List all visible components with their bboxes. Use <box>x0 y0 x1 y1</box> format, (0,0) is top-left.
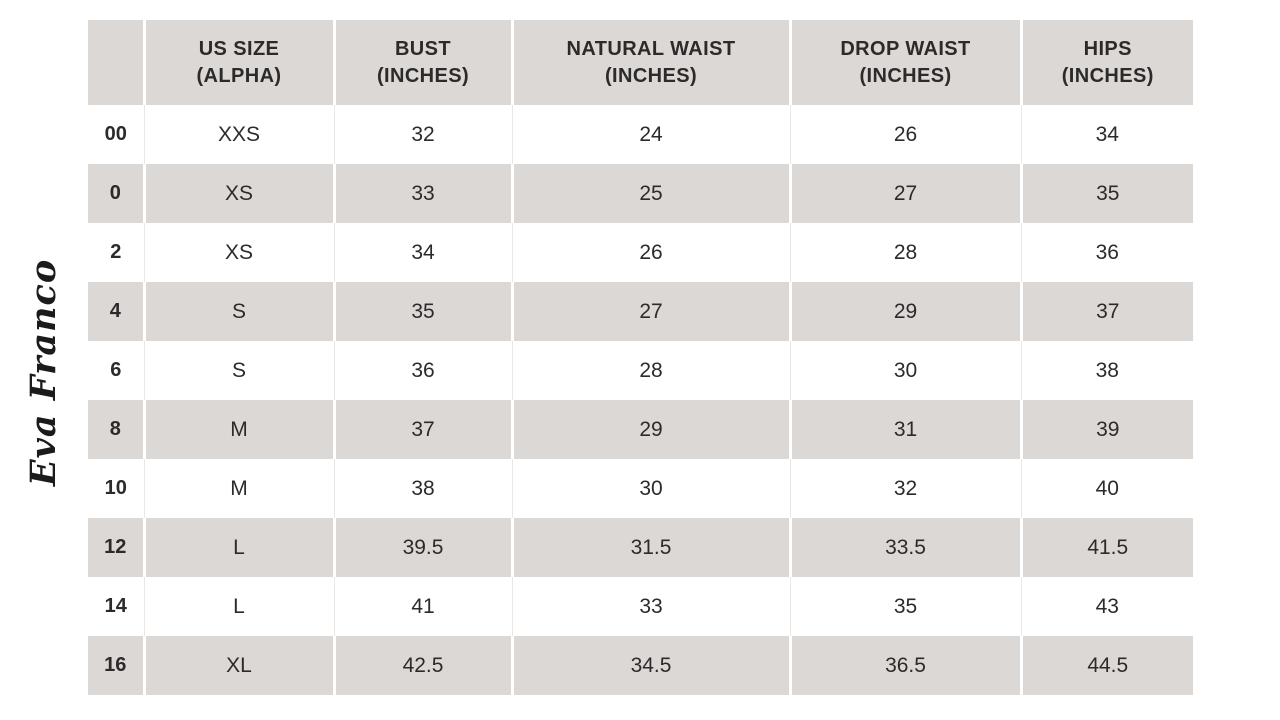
header-line1: US SIZE <box>198 38 280 61</box>
measurement-cell: 35 <box>1019 164 1193 223</box>
measurement-cell: 39 <box>1019 400 1193 459</box>
us-size-cell: 00 <box>88 105 144 164</box>
measurement-cell: 34 <box>333 223 512 282</box>
measurement-cell: S <box>142 282 334 341</box>
header-drop-waist: DROP WAIST (INCHES) <box>788 20 1021 105</box>
us-size-cell: 0 <box>88 164 144 223</box>
us-size-cell: 14 <box>88 577 144 636</box>
us-size-cell: 6 <box>88 341 144 400</box>
table-row: 16 XL 42.5 34.5 36.5 44.5 <box>88 636 1193 695</box>
us-size-cell: 10 <box>88 459 144 518</box>
table-row: 6 S 36 28 30 38 <box>88 341 1193 400</box>
measurement-cell: 28 <box>789 223 1021 282</box>
measurement-cell: XXS <box>143 105 334 164</box>
measurement-cell: 39.5 <box>332 518 512 577</box>
brand-signature-text: Eva Franco <box>23 258 65 486</box>
header-line2: (INCHES) <box>376 64 470 87</box>
measurement-cell: 33.5 <box>788 518 1021 577</box>
measurement-cell: 26 <box>789 105 1021 164</box>
header-bust: BUST (INCHES) <box>332 20 512 105</box>
measurement-cell: L <box>143 577 334 636</box>
measurement-cell: 41.5 <box>1019 518 1193 577</box>
measurement-cell: XS <box>142 164 334 223</box>
eva-franco-logo: Eva Franco <box>4 258 84 485</box>
table-row: 4 S 35 27 29 37 <box>88 282 1193 341</box>
us-size-cell: 4 <box>88 282 144 341</box>
measurement-cell: 33 <box>511 577 790 636</box>
us-size-cell: 2 <box>88 223 144 282</box>
measurement-cell: 32 <box>789 459 1021 518</box>
measurement-cell: XL <box>142 636 334 695</box>
measurement-cell: 40 <box>1020 459 1193 518</box>
measurement-cell: M <box>142 400 334 459</box>
measurement-cell: L <box>142 518 334 577</box>
table-row: 8 M 37 29 31 39 <box>88 400 1193 459</box>
measurement-cell: 36.5 <box>788 636 1021 695</box>
header-line1: HIPS <box>1083 38 1132 61</box>
measurement-cell: 42.5 <box>332 636 512 695</box>
measurement-cell: 34.5 <box>510 636 790 695</box>
measurement-cell: 32 <box>333 105 512 164</box>
measurement-cell: 37 <box>1019 282 1193 341</box>
table-row: 12 L 39.5 31.5 33.5 41.5 <box>88 518 1193 577</box>
measurement-cell: 27 <box>510 282 790 341</box>
header-row: US SIZE (ALPHA) BUST (INCHES) NATURAL WA… <box>88 20 1193 105</box>
measurement-cell: 31.5 <box>510 518 790 577</box>
table-row: 0 XS 33 25 27 35 <box>88 164 1193 223</box>
measurement-cell: 44.5 <box>1019 636 1193 695</box>
measurement-cell: 26 <box>511 223 790 282</box>
measurement-cell: M <box>143 459 334 518</box>
size-chart-body: 00 XXS 32 24 26 34 0 XS 33 25 27 35 2 XS 34 26 28 36 4 S 35 2… <box>88 105 1193 695</box>
us-size-cell: 12 <box>88 518 144 577</box>
header-line2: (INCHES) <box>859 64 952 87</box>
measurement-cell: 36 <box>1020 223 1193 282</box>
table-row: 2 XS 34 26 28 36 <box>88 223 1193 282</box>
corner-header-cell <box>88 20 144 105</box>
header-line2: (INCHES) <box>1061 64 1154 87</box>
us-size-cell: 8 <box>88 400 144 459</box>
measurement-cell: 36 <box>333 341 512 400</box>
measurement-cell: 31 <box>788 400 1021 459</box>
measurement-cell: 33 <box>332 164 512 223</box>
header-line1: DROP WAIST <box>840 38 971 61</box>
header-line1: NATURAL WAIST <box>566 38 736 61</box>
header-us-size: US SIZE (ALPHA) <box>142 20 334 105</box>
measurement-cell: 30 <box>511 459 790 518</box>
measurement-cell: 35 <box>332 282 512 341</box>
measurement-cell: 35 <box>789 577 1021 636</box>
header-line1: BUST <box>394 38 452 61</box>
table-row: 14 L 41 33 35 43 <box>88 577 1193 636</box>
us-size-cell: 16 <box>88 636 144 695</box>
measurement-cell: 37 <box>332 400 512 459</box>
measurement-cell: 24 <box>511 105 790 164</box>
measurement-cell: 38 <box>1020 341 1193 400</box>
measurement-cell: 34 <box>1020 105 1193 164</box>
table-row: 00 XXS 32 24 26 34 <box>88 105 1193 164</box>
header-line2: (ALPHA) <box>196 64 282 87</box>
measurement-cell: S <box>143 341 334 400</box>
measurement-cell: 41 <box>333 577 512 636</box>
header-hips: HIPS (INCHES) <box>1019 20 1193 105</box>
measurement-cell: 43 <box>1020 577 1193 636</box>
measurement-cell: 29 <box>510 400 790 459</box>
measurement-cell: XS <box>143 223 334 282</box>
measurement-cell: 27 <box>788 164 1021 223</box>
measurement-cell: 30 <box>789 341 1021 400</box>
header-natural-waist: NATURAL WAIST (INCHES) <box>510 20 790 105</box>
header-line2: (INCHES) <box>604 64 698 87</box>
measurement-cell: 38 <box>333 459 512 518</box>
measurement-cell: 28 <box>511 341 790 400</box>
measurement-cell: 29 <box>788 282 1021 341</box>
measurement-cell: 25 <box>510 164 790 223</box>
table-row: 10 M 38 30 32 40 <box>88 459 1193 518</box>
size-chart-table: US SIZE (ALPHA) BUST (INCHES) NATURAL WA… <box>88 20 1193 695</box>
